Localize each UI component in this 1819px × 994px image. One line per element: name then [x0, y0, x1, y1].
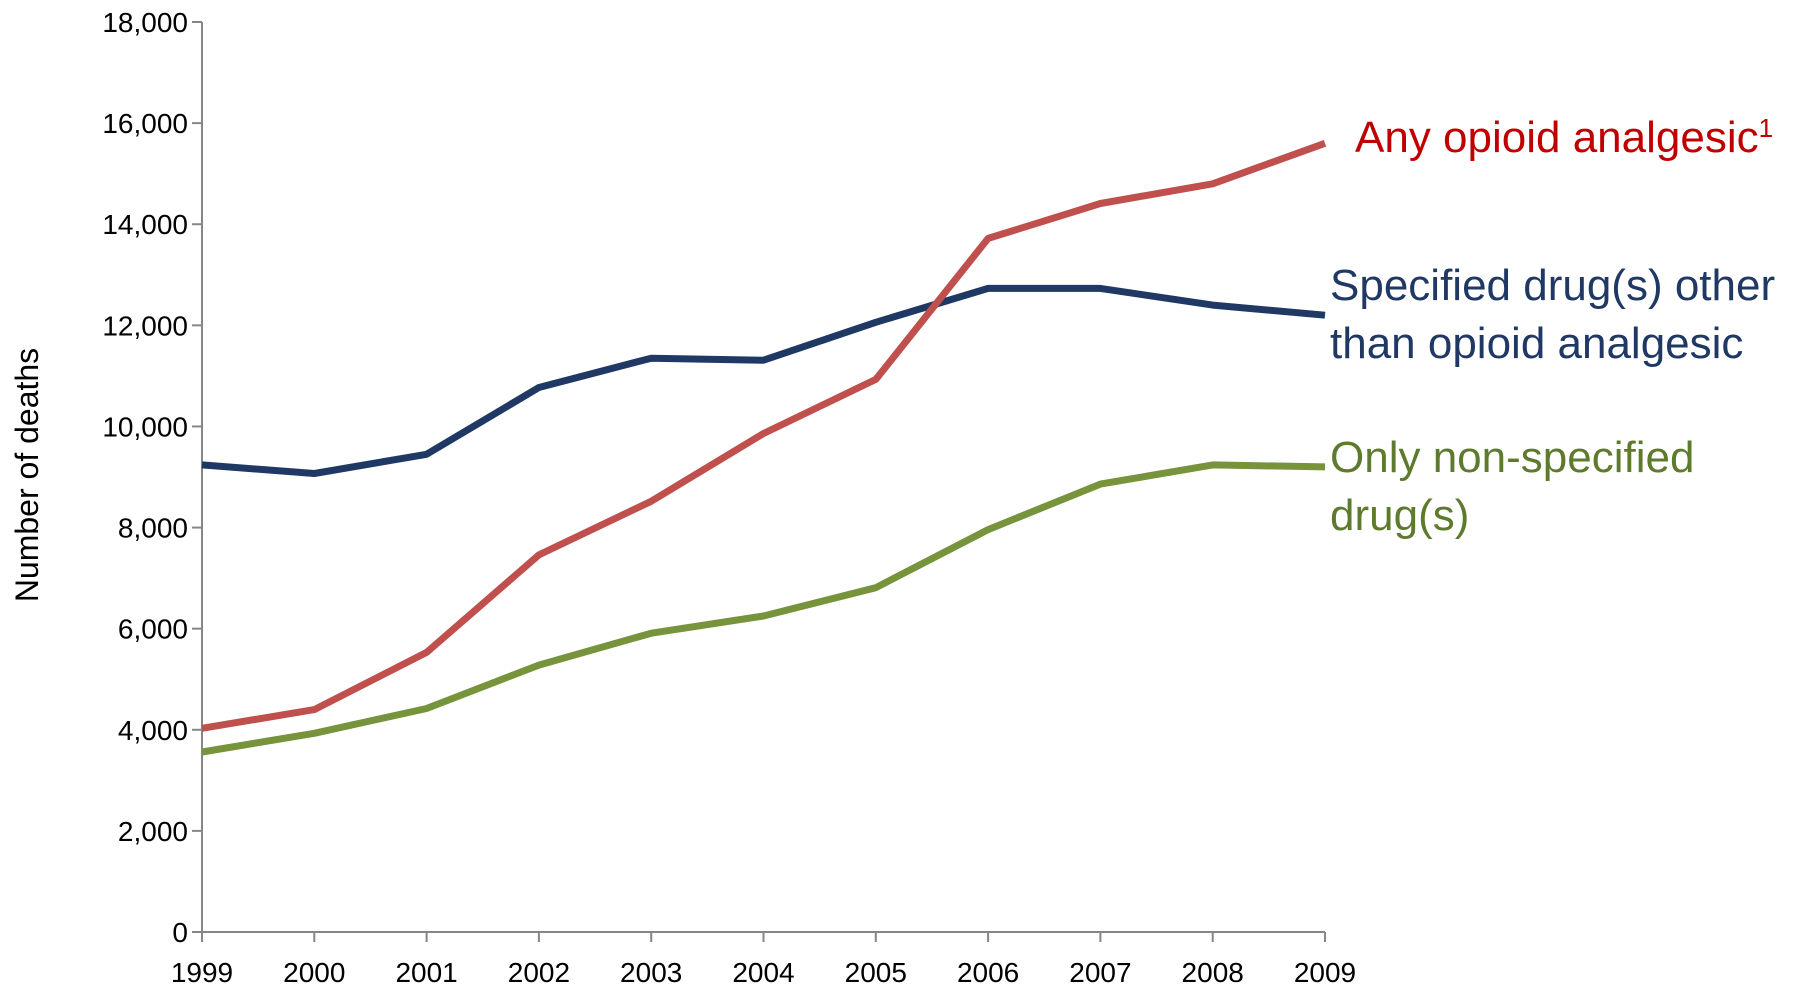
y-tick-label: 14,000 — [102, 209, 188, 240]
x-tick-label: 2006 — [957, 957, 1019, 988]
series-labels: Any opioid analgesic1 Specified drug(s) o… — [1330, 113, 1775, 540]
x-tick-label: 2003 — [620, 957, 682, 988]
y-tick-label: 6,000 — [118, 614, 188, 645]
series-label-nonspecified: Only non-specified — [1330, 433, 1694, 482]
y-tick-label: 2,000 — [118, 816, 188, 847]
series-line-other — [201, 284, 1326, 477]
x-tick-label: 2009 — [1294, 957, 1356, 988]
y-tick-label: 10,000 — [102, 411, 188, 442]
series-label-superscript: 1 — [1759, 113, 1773, 143]
series-lines — [201, 140, 1327, 756]
y-tick-label: 12,000 — [102, 310, 188, 341]
series-label-other: than opioid analgesic — [1330, 319, 1743, 368]
y-tick-label: 8,000 — [118, 513, 188, 544]
series-label-nonspecified: drug(s) — [1330, 491, 1469, 540]
x-tick-label: 1999 — [171, 957, 233, 988]
x-tick-label: 2005 — [845, 957, 907, 988]
series-line-opioid — [201, 140, 1327, 732]
series-label-opioid: Any opioid analgesic1 — [1355, 113, 1773, 162]
y-tick-label: 16,000 — [102, 108, 188, 139]
x-tick-label: 2000 — [283, 957, 345, 988]
x-tick-label: 2001 — [395, 957, 457, 988]
x-tick-label: 2007 — [1069, 957, 1131, 988]
x-tick-label: 2008 — [1182, 957, 1244, 988]
axes: 0 2,000 4,000 6,000 8,000 10,000 12,000 14,000 1… — [102, 7, 1356, 988]
x-tick-label: 2004 — [732, 957, 794, 988]
y-axis-title: Number of deaths — [9, 348, 45, 602]
y-tick-label: 4,000 — [118, 715, 188, 746]
series-line-nonspecified — [201, 461, 1326, 756]
y-tick-label: 18,000 — [102, 7, 188, 38]
x-tick-label: 2002 — [508, 957, 570, 988]
series-label-other: Specified drug(s) other — [1330, 261, 1775, 310]
y-tick-label: 0 — [172, 917, 188, 948]
